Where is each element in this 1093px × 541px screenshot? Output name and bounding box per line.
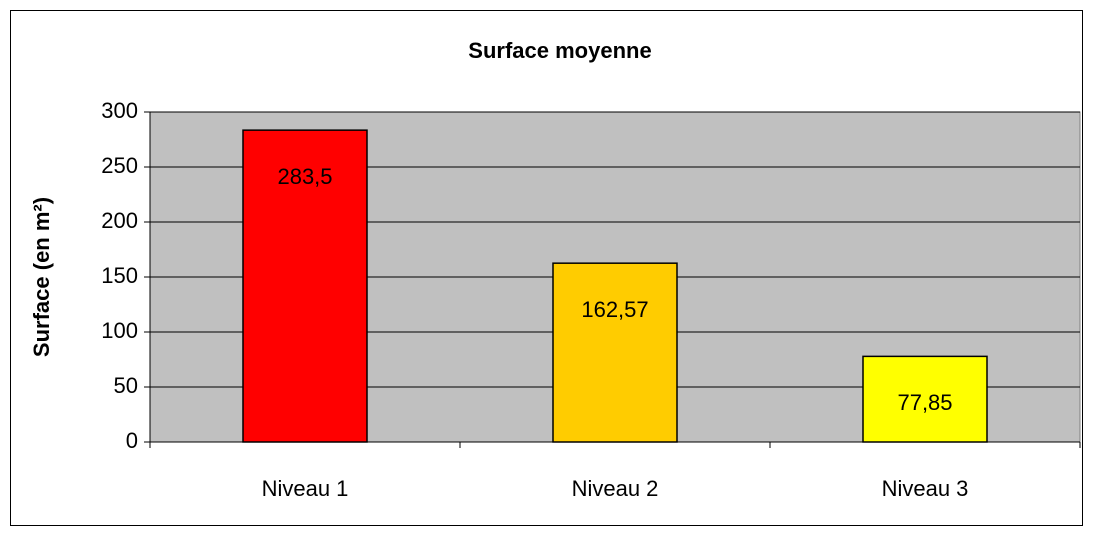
x-tick-label: Niveau 1 [262, 476, 349, 501]
data-label: 283,5 [277, 164, 332, 189]
bar [552, 262, 678, 443]
chart-title: Surface moyenne [468, 38, 651, 63]
x-tick-label: Niveau 3 [882, 476, 969, 501]
y-axis-label: Surface (en m²) [29, 197, 54, 357]
y-tick-label: 0 [126, 428, 138, 453]
y-tick-label: 250 [101, 153, 138, 178]
y-tick-label: 100 [101, 318, 138, 343]
bar [862, 355, 988, 443]
data-label: 162,57 [581, 297, 648, 322]
y-tick-label: 300 [101, 98, 138, 123]
y-tick-label: 50 [114, 373, 138, 398]
y-tick-label: 200 [101, 208, 138, 233]
bar [242, 129, 368, 443]
data-label: 77,85 [897, 390, 952, 415]
x-tick-label: Niveau 2 [572, 476, 659, 501]
y-tick-label: 150 [101, 263, 138, 288]
